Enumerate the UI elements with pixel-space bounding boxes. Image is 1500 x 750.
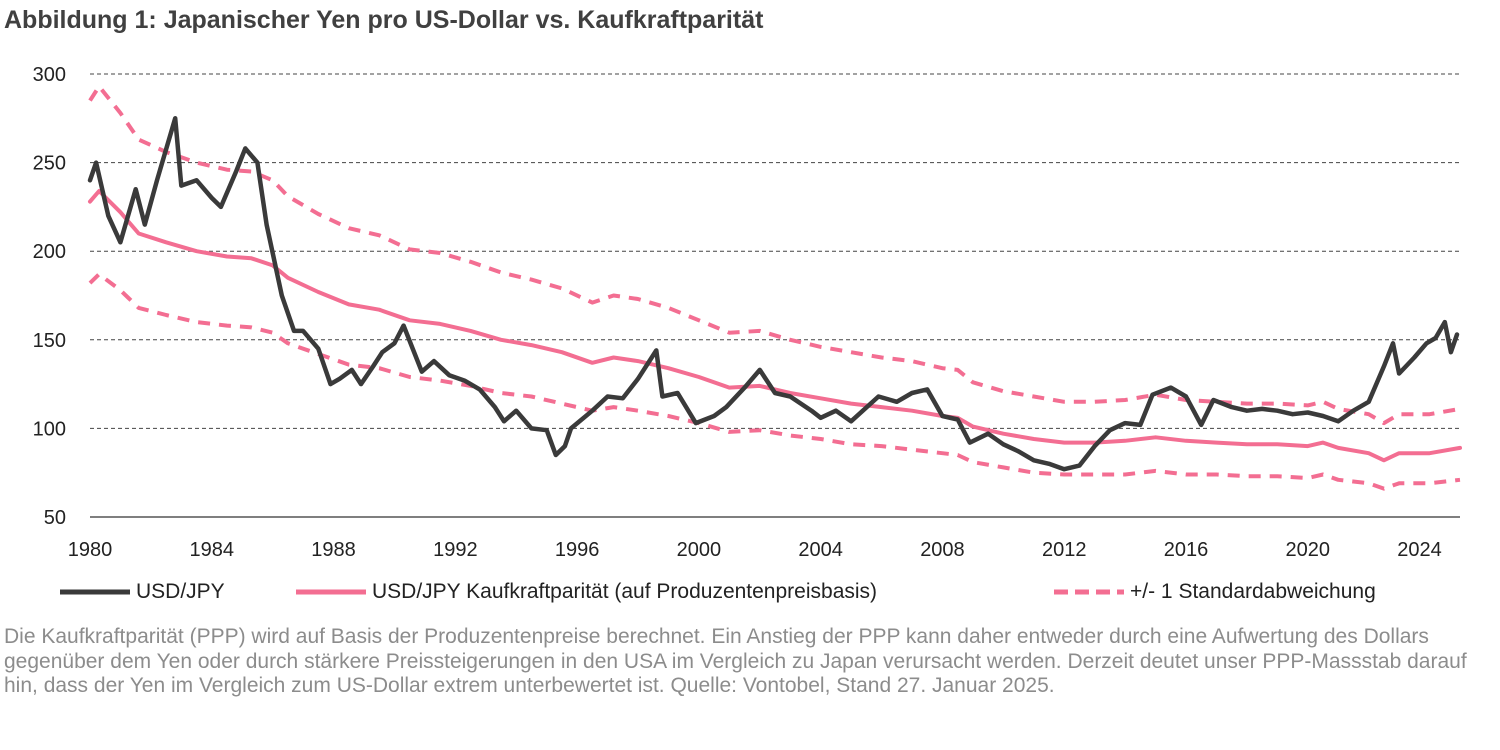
- chart-title: Abbildung 1: Japanischer Yen pro US-Doll…: [4, 6, 764, 34]
- y-axis-ticks: 300 250 200 150 100 50: [33, 64, 66, 529]
- x-tick-label: 2016: [1164, 539, 1209, 561]
- series-ppp-line: [88, 189, 1462, 463]
- legend-label: USD/JPY Kaufkraftparität (auf Produzente…: [372, 580, 878, 603]
- x-tick-label: 2000: [677, 539, 722, 561]
- legend-label: USD/JPY: [136, 580, 225, 603]
- x-tick-label: 2008: [920, 539, 965, 561]
- y-tick-label: 300: [33, 64, 66, 86]
- y-tick-label: 200: [33, 241, 66, 263]
- x-tick-label: 2004: [798, 539, 843, 561]
- line-chart: 300 250 200 150 100 50 1980 1984 1988 1992 1996 20…: [33, 64, 1462, 561]
- legend-swatch-dashed-pink: [1054, 589, 1124, 595]
- x-tick-label: 1984: [190, 539, 235, 561]
- y-tick-label: 50: [44, 507, 66, 529]
- x-tick-label: 1996: [555, 539, 600, 561]
- legend-item-usdjpy: USD/JPY: [60, 580, 225, 604]
- series-usdjpy-line: [87, 116, 1460, 472]
- legend-swatch-solid-dark: [60, 589, 130, 595]
- series-lines: [87, 84, 1462, 491]
- x-axis-ticks: 1980 1984 1988 1992 1996 2000 2004 2008 2012 2016…: [68, 539, 1442, 561]
- legend-item-ppp: USD/JPY Kaufkraftparität (auf Produzente…: [296, 580, 877, 604]
- legend-item-stddev: +/- 1 Standardabweichung: [1054, 580, 1376, 604]
- x-tick-label: 2012: [1042, 539, 1087, 561]
- series-upper-band-line: [88, 84, 1461, 426]
- x-tick-label: 1988: [311, 539, 356, 561]
- legend-swatch-solid-pink: [296, 589, 366, 595]
- gridlines: [90, 73, 1460, 429]
- y-tick-label: 100: [33, 418, 66, 440]
- x-tick-label: 1992: [433, 539, 478, 561]
- y-tick-label: 250: [33, 153, 66, 175]
- x-tick-label: 1980: [68, 539, 113, 561]
- x-tick-label: 2024: [1397, 539, 1442, 561]
- y-tick-label: 150: [33, 330, 66, 352]
- legend-label: +/- 1 Standardabweichung: [1130, 580, 1376, 603]
- x-tick-label: 2020: [1286, 539, 1331, 561]
- footnote: Die Kaufkraftparität (PPP) wird auf Basi…: [4, 625, 1467, 697]
- series-lower-band-line: [88, 272, 1461, 491]
